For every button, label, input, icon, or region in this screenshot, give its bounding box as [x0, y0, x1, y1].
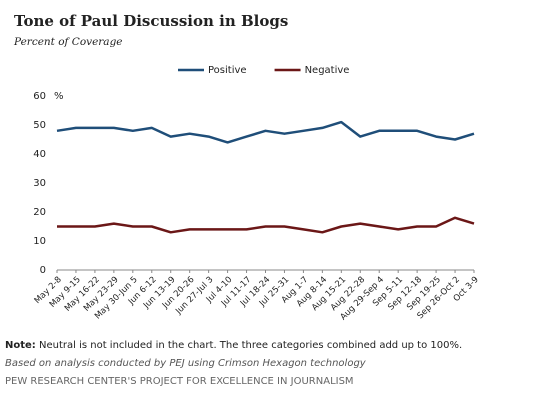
y-tick-label: 60 — [33, 91, 46, 102]
y-unit: % — [54, 91, 64, 102]
y-tick-label: 10 — [33, 236, 46, 247]
line — [57, 216, 475, 234]
source: Based on analysis conducted by PEJ using… — [5, 358, 367, 369]
note-label: Note: — [5, 340, 36, 351]
y-tick-label: 40 — [33, 149, 46, 160]
legend-label: Negative — [305, 65, 350, 76]
credit: PEW RESEARCH CENTER'S PROJECT FOR EXCELL… — [5, 376, 354, 387]
line — [56, 120, 475, 144]
legend-label: Positive — [208, 65, 247, 76]
chart-subtitle: Percent of Coverage — [13, 36, 123, 48]
chart-title: Tone of Paul Discussion in Blogs — [14, 12, 288, 30]
y-tick-label: 50 — [33, 120, 46, 131]
y-tick-label: 30 — [33, 178, 46, 189]
note: Neutral is not included in the chart. Th… — [39, 340, 462, 351]
y-tick-label: 20 — [33, 207, 46, 218]
y-tick-label: 0 — [40, 265, 46, 276]
